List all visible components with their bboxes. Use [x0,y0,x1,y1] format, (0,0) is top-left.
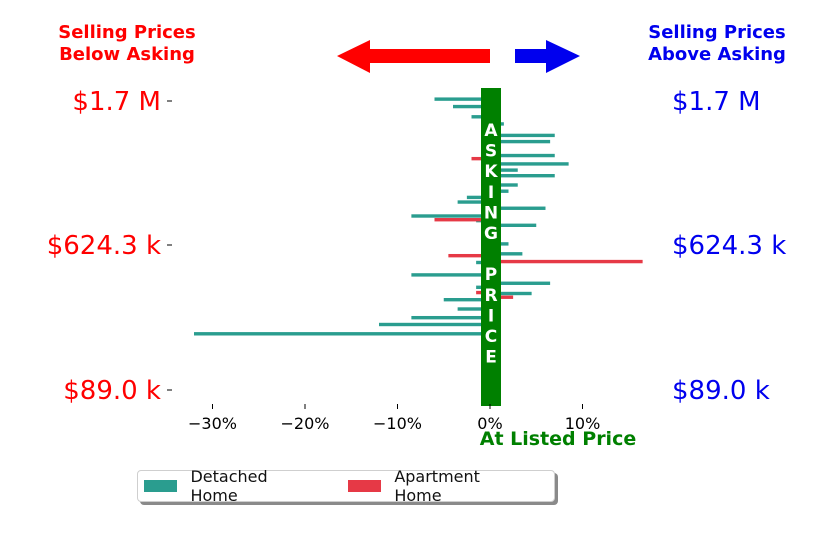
price-tick-label-right: $1.7 M [672,87,761,117]
asking-price-letter: N [484,203,498,223]
legend-item-apartment: Apartment Home [347,467,530,505]
legend-item-detached: Detached Home [144,467,318,505]
asking-price-letter: K [484,162,498,182]
asking-price-letter: R [484,286,497,306]
legend-swatch-apartment [347,480,382,492]
detached-home-bar [411,214,490,218]
detached-home-bar [471,115,490,119]
detached-home-bar [457,307,490,311]
detached-home-bar [490,291,532,296]
detached-home-bar [411,315,490,320]
detached-home-bar [194,332,490,336]
asking-price-letter: C [485,327,497,347]
apartment-home-bar [490,259,643,264]
bars-group [194,97,643,336]
apartment-home-bar [434,218,490,222]
price-tick-label-left: $89.0 k [63,376,161,406]
x-axis-label: At Listed Price [480,428,636,450]
asking-price-letter: A [484,121,498,141]
asking-price-letter: I [488,183,494,203]
asking-price-letter: S [485,142,497,162]
legend-label-apartment: Apartment Home [394,467,480,505]
asking-price-letter: E [485,348,497,368]
legend-label-detached: Detached Home [190,467,268,505]
price-tick-label-left: $1.7 M [72,87,161,117]
left-title-line1: Selling Prices [58,22,195,43]
right-title-line2: Above Asking [648,44,786,65]
apartment-home-bar [448,253,490,258]
price-tick-label-right: $89.0 k [672,376,770,406]
detached-home-bar [490,206,546,210]
asking-price-letter: I [488,306,494,326]
price-tick-label-right: $624.3 k [672,231,786,261]
detached-home-bar [411,273,490,277]
detached-home-bar [457,200,490,204]
header: Selling Prices Below Asking Selling Pric… [58,22,786,65]
detached-home-bar [434,97,490,101]
detached-home-bar [490,252,523,256]
detached-home-bar [490,168,518,172]
x-tick-label: −10% [373,414,422,433]
price-tick-label-left: $624.3 k [47,231,161,261]
right-title-line1: Selling Prices [648,22,785,43]
left-title-line2: Below Asking [59,44,195,65]
legend: Detached Home Apartment Home [137,467,555,505]
detached-home-bar [490,139,551,144]
x-axis: −30% −20% −10% 0% 10% [188,404,600,433]
right-arrow-icon [515,40,580,73]
detached-home-bar [490,133,555,138]
detached-home-bar [466,195,490,200]
apartment-home-bar [490,295,514,299]
detached-home-bar [443,298,490,302]
apartment-home-bar [471,156,490,161]
left-arrow-icon [337,40,490,73]
x-tick-label: −30% [188,414,237,433]
asking-price-letter: P [485,265,497,285]
detached-home-bar [490,174,555,178]
detached-home-bar [490,162,569,166]
detached-home-bar [490,281,551,285]
detached-home-bar [490,223,537,227]
asking-price-bar [481,88,501,406]
x-tick-label: −20% [281,414,330,433]
x-tick-label: 10% [565,414,601,433]
detached-home-bar [453,104,490,109]
x-tick-label: 0% [477,414,502,433]
price-ticks: $1.7 M $624.3 k $89.0 k $1.7 M $624.3 k $89.0… [47,87,787,406]
detached-home-bar [490,183,518,187]
asking-price-letter: G [484,224,498,244]
detached-home-bar [379,322,490,327]
legend-swatch-detached [144,480,178,492]
detached-home-bar [490,153,555,158]
